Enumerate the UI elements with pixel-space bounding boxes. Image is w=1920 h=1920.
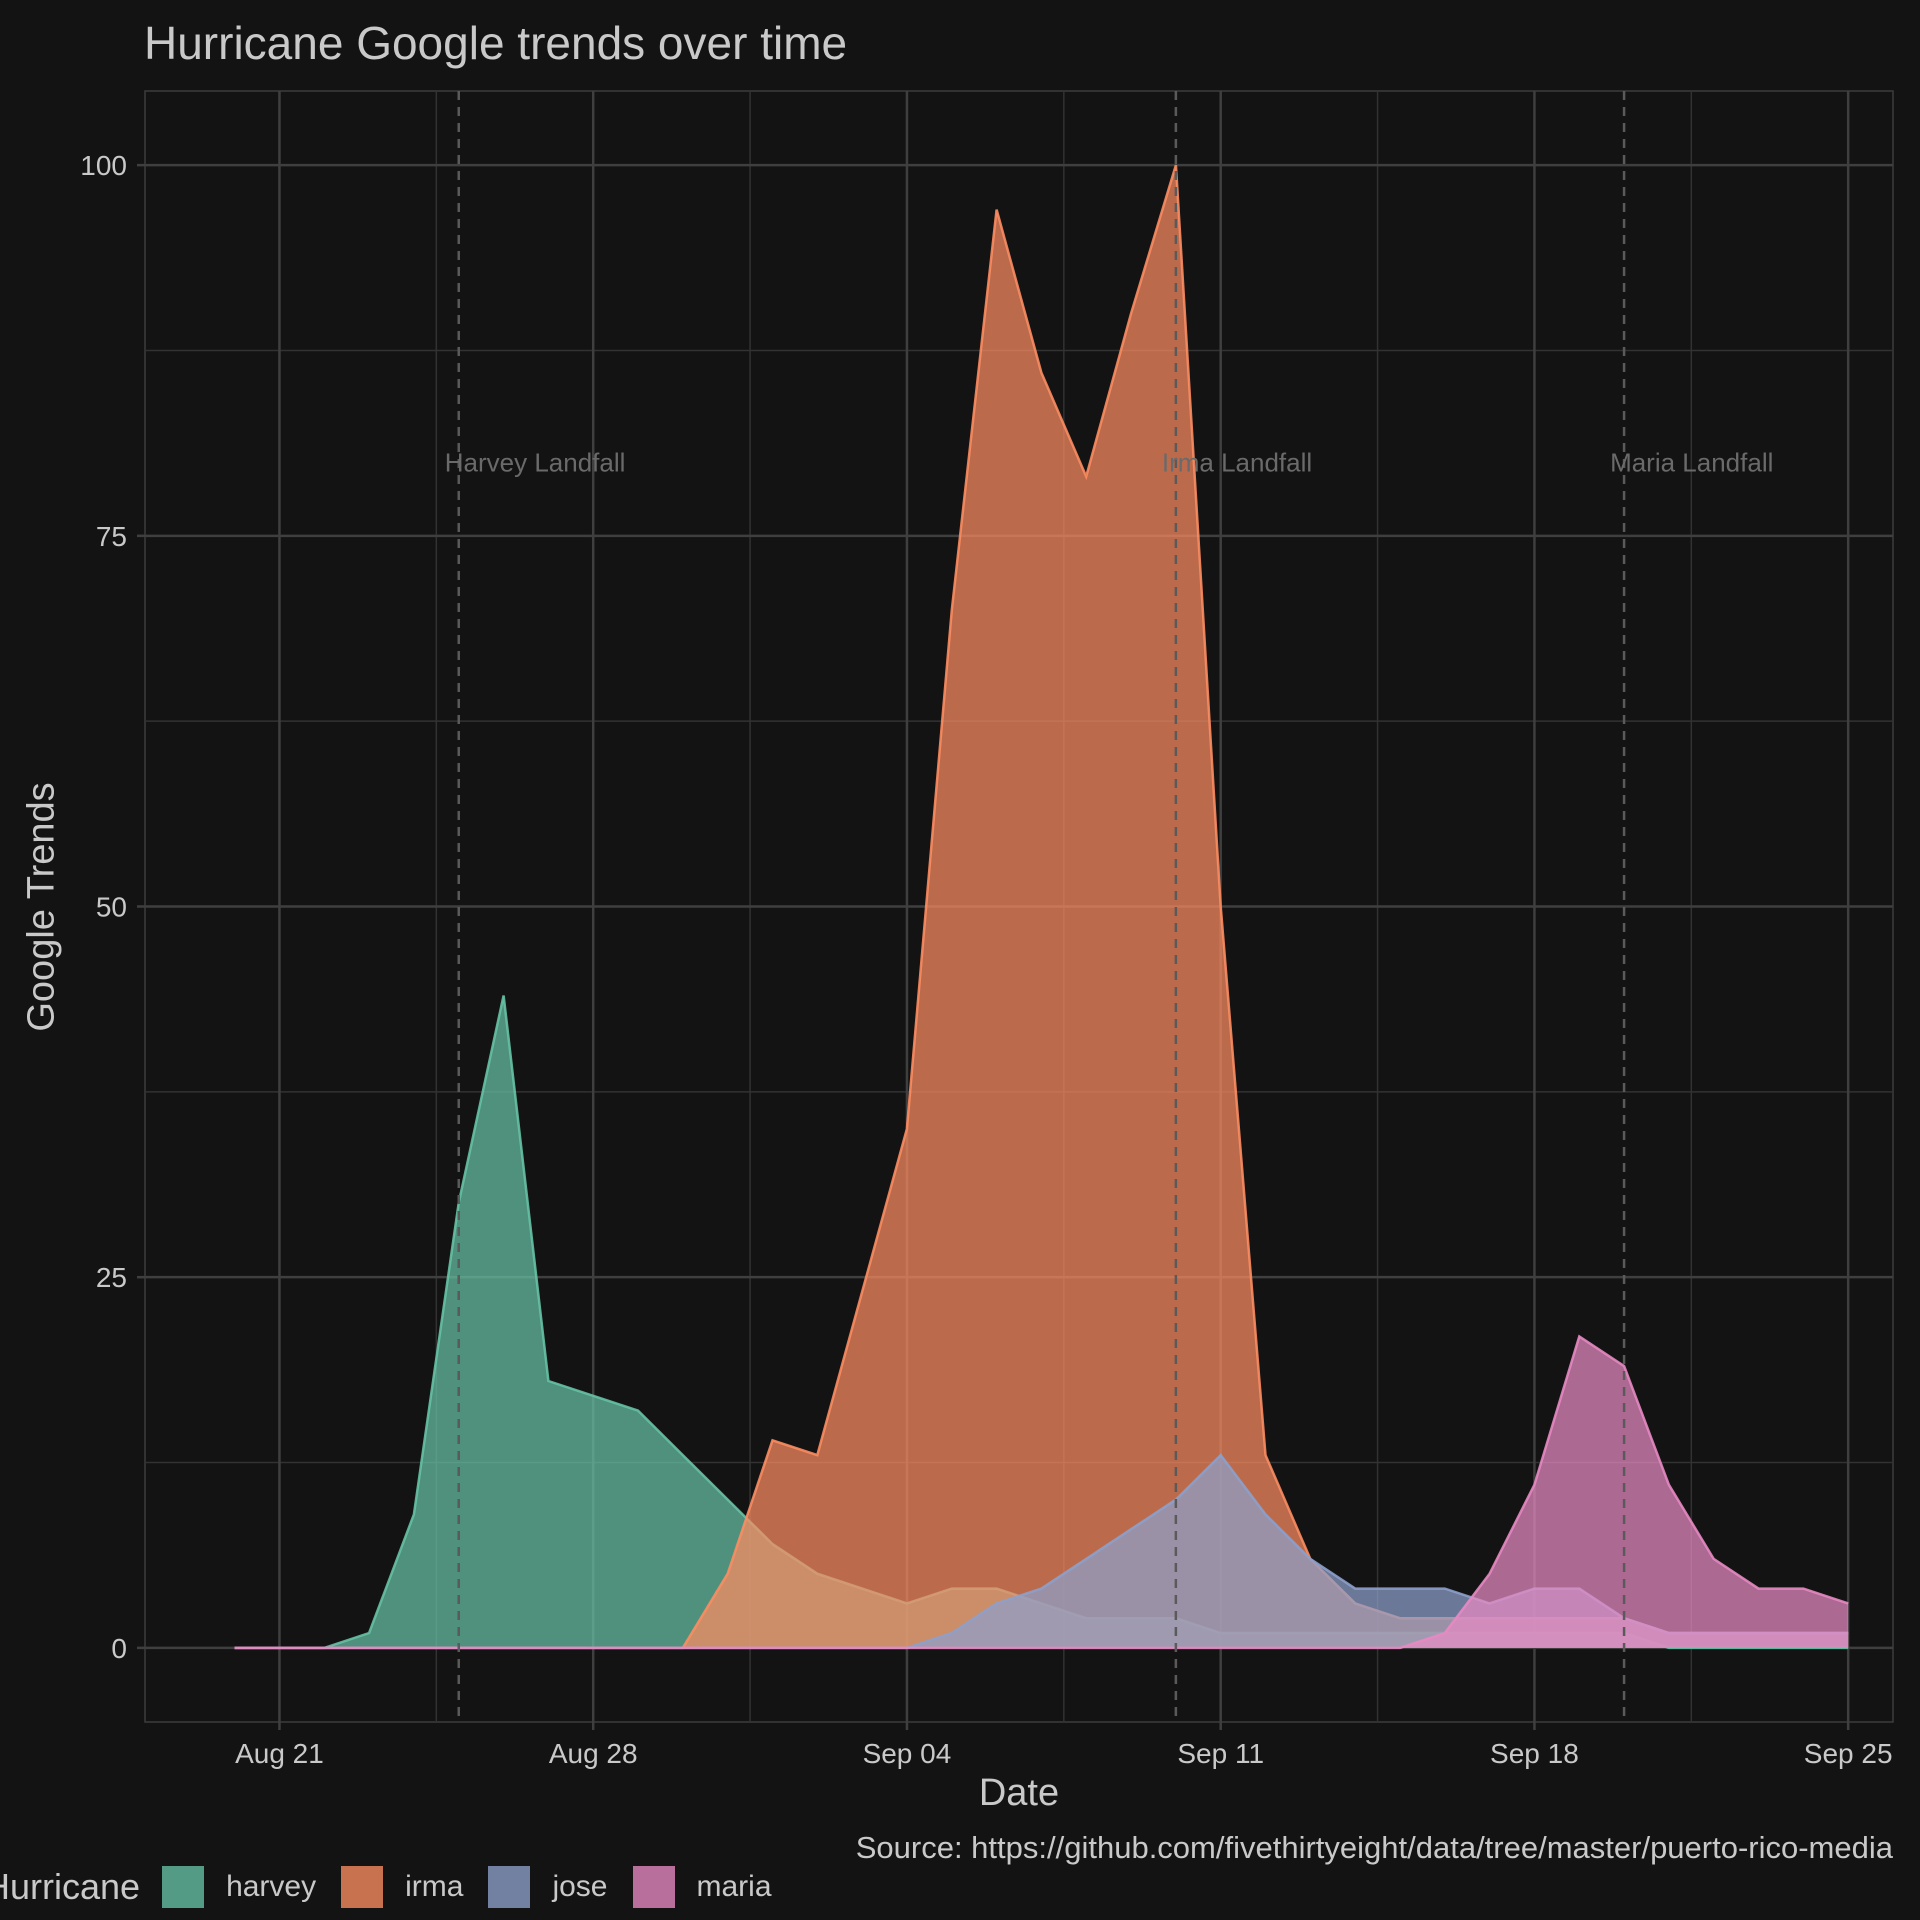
- y-axis-ticks: 0 25 50 75 100: [80, 150, 145, 1664]
- legend-item-jose: jose: [488, 1866, 608, 1908]
- y-tick-label: 75: [96, 521, 127, 552]
- legend-swatch: [162, 1866, 205, 1908]
- x-tick-label: Sep 04: [863, 1738, 952, 1769]
- legend-label: irma: [405, 1870, 464, 1903]
- source-caption: Source: https://github.com/fivethirtyeig…: [855, 1830, 1893, 1865]
- y-tick-label: 0: [111, 1633, 127, 1664]
- landfall-annotations: Harvey Landfall Irma Landfall Maria Landfa…: [445, 448, 1774, 478]
- legend-title: Hurricane: [0, 1866, 141, 1907]
- x-axis-ticks: Aug 21 Aug 28 Sep 04 Sep 11 Sep 18 Sep 25: [235, 1722, 1893, 1769]
- legend-swatch: [632, 1866, 675, 1908]
- legend-label: maria: [696, 1870, 772, 1903]
- series-areas: [234, 164, 1849, 1650]
- legend-label: harvey: [226, 1870, 317, 1903]
- x-tick-label: Sep 18: [1490, 1738, 1579, 1769]
- x-tick-label: Aug 28: [549, 1738, 638, 1769]
- legend: Hurricane harvey irma jose maria: [0, 1862, 797, 1912]
- legend-label: jose: [552, 1870, 608, 1903]
- y-tick-label: 100: [80, 150, 127, 181]
- legend-item-harvey: harvey: [162, 1866, 316, 1908]
- area-jose: [234, 1455, 1849, 1648]
- area-irma: [234, 165, 1849, 1648]
- chart-title: Hurricane Google trends over time: [144, 17, 848, 69]
- x-tick-label: Sep 11: [1177, 1738, 1264, 1769]
- y-axis-label: Google Trends: [20, 782, 63, 1032]
- legend-swatch: [341, 1866, 384, 1908]
- x-tick-label: Sep 25: [1804, 1738, 1893, 1769]
- x-tick-label: Aug 21: [235, 1738, 324, 1769]
- y-tick-label: 50: [96, 892, 127, 923]
- x-axis-label: Date: [978, 1772, 1060, 1814]
- landfall-label: Irma Landfall: [1162, 448, 1312, 478]
- legend-item-irma: irma: [341, 1866, 463, 1908]
- area-harvey: [234, 995, 1849, 1648]
- legend-swatch: [488, 1866, 531, 1908]
- landfall-label: Maria Landfall: [1610, 448, 1773, 478]
- line-maria: [234, 1334, 1849, 1650]
- area-maria: [234, 1336, 1849, 1648]
- y-tick-label: 25: [96, 1262, 127, 1293]
- landfall-label: Harvey Landfall: [445, 448, 626, 478]
- legend-item-maria: maria: [632, 1866, 772, 1908]
